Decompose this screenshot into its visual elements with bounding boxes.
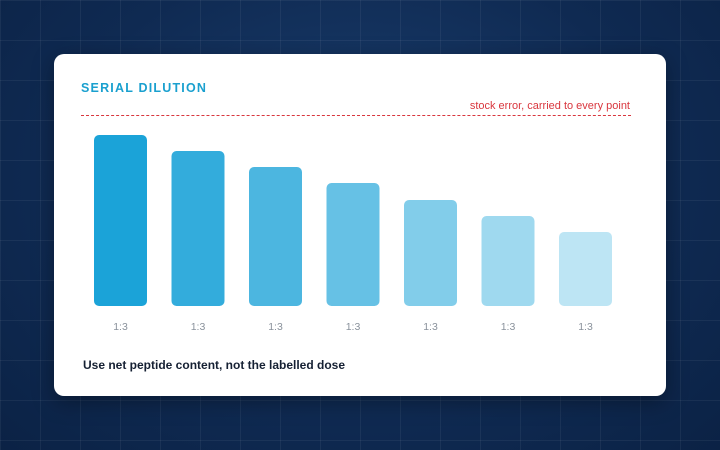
stock-error-dashed-line bbox=[81, 115, 631, 116]
dilution-ratio-label-2: 1:3 bbox=[191, 321, 206, 333]
footnote: Use net peptide content, not the labelle… bbox=[83, 358, 346, 372]
dilution-bar-4 bbox=[326, 183, 380, 306]
dilution-bar-7 bbox=[559, 232, 612, 306]
dilution-bar-6 bbox=[481, 216, 535, 306]
dilution-bar-5 bbox=[404, 200, 457, 306]
dilution-bar-2 bbox=[171, 151, 225, 306]
dilution-card: SERIAL DILUTION stock error, carried to … bbox=[54, 54, 666, 396]
stock-error-label: stock error, carried to every point bbox=[469, 100, 630, 112]
dilution-bar-3 bbox=[249, 167, 302, 306]
dilution-ratio-label-4: 1:3 bbox=[346, 321, 361, 333]
dilution-ratio-label-6: 1:3 bbox=[501, 321, 516, 333]
dilution-bar-1 bbox=[94, 135, 147, 306]
dilution-ratio-label-1: 1:3 bbox=[113, 321, 128, 333]
dilution-ratio-label-5: 1:3 bbox=[423, 321, 438, 333]
dilution-ratio-label-7: 1:3 bbox=[578, 321, 593, 333]
dilution-bar-chart: 1:3 1:3 1:3 1:3 1:3 1:3 1:3 bbox=[94, 135, 612, 333]
dilution-ratio-label-3: 1:3 bbox=[268, 321, 283, 333]
card-title: SERIAL DILUTION bbox=[81, 81, 208, 95]
